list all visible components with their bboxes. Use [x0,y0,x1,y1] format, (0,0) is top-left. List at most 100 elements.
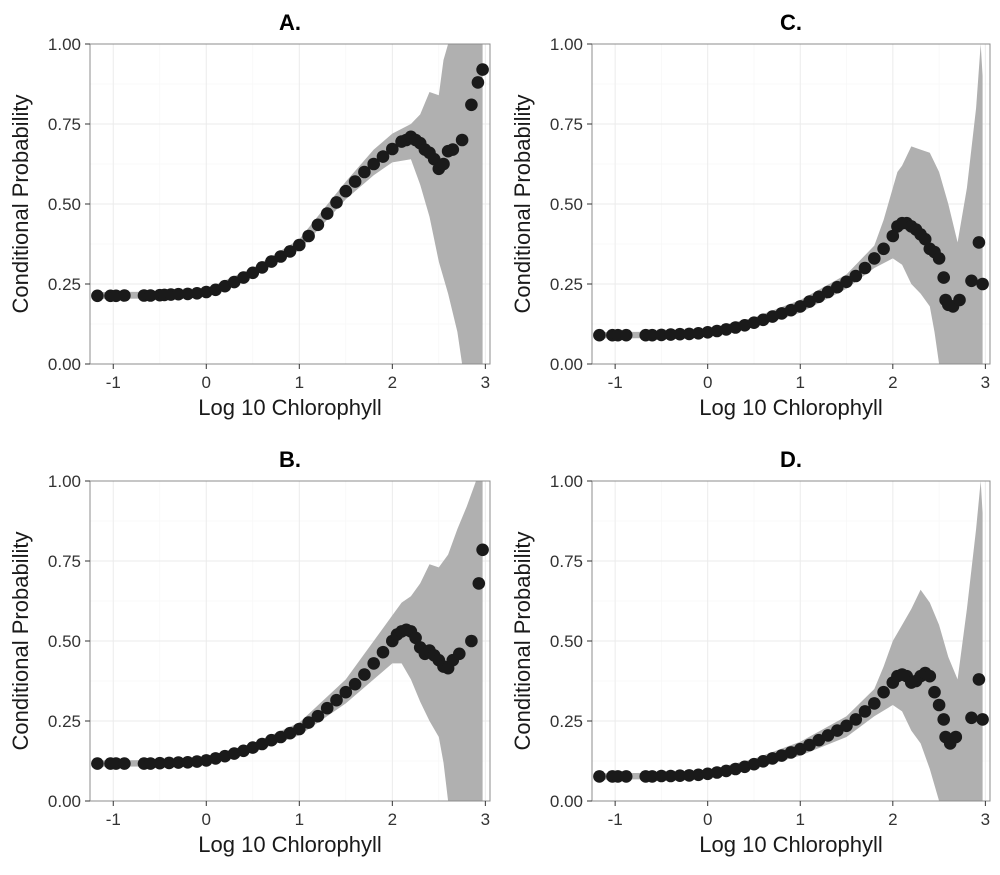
data-point [593,328,606,342]
data-point [153,756,167,770]
data-point [181,756,194,769]
data-point [376,150,390,163]
y-tick-label: 0.00 [550,792,583,811]
y-tick-label: 0.25 [550,712,583,731]
data-point [283,245,297,258]
data-point [803,295,816,308]
data-point [953,293,966,307]
data-point [409,631,422,645]
x-tick-label: 2 [388,810,397,829]
y-tick-label: 0.75 [550,552,583,571]
data-point [455,133,469,147]
data-point [476,63,489,76]
y-tick-label: 0.00 [48,355,81,374]
data-point [645,328,659,342]
data-point [645,770,659,783]
y-tick-label: 0.25 [48,275,81,294]
x-axis-label: Log 10 Chlorophyll [699,832,882,857]
data-point [311,218,325,232]
data-point [162,756,176,770]
data-point [144,757,157,770]
data-point [453,647,466,661]
x-tick-label: 2 [888,810,897,829]
data-point [886,229,900,243]
x-tick-label: 3 [981,373,990,392]
data-point [664,769,677,783]
data-point [367,157,381,171]
x-tick-label: 1 [796,373,805,392]
x-tick-label: -1 [106,810,121,829]
data-point [701,326,714,339]
x-tick-label: 0 [202,810,211,829]
y-tick-label: 1.00 [550,472,583,491]
data-point [339,685,353,699]
data-point [923,669,937,683]
x-axis-label: Log 10 Chlorophyll [198,395,381,420]
y-axis-label: Conditional Probability [8,95,33,314]
data-point [302,716,315,729]
data-point [293,722,306,736]
data-point [386,142,399,156]
x-tick-label: 3 [981,810,990,829]
data-point [437,157,450,171]
data-point [339,184,353,198]
data-point [868,697,881,710]
data-point [190,755,204,768]
x-tick-label: -1 [608,373,623,392]
y-axis-label: Conditional Probability [8,532,33,751]
data-point [949,730,963,744]
y-tick-label: 1.00 [550,35,583,54]
data-point [849,713,863,726]
chart-panel-1: -1 0 1 2 3 0.00 0.25 0.50 0.75 1.00 C. Log 10 Chlor… [510,10,991,420]
data-point [172,756,185,769]
panel-title: B. [279,447,301,472]
data-point [972,236,986,249]
data-point [320,207,334,220]
data-point [803,738,816,752]
data-point [937,713,950,726]
data-point [655,769,668,783]
data-point [868,252,881,265]
data-point [265,255,278,268]
data-point [302,229,315,243]
panel-title: D. [780,447,802,472]
y-tick-label: 0.75 [48,552,81,571]
data-point [655,328,668,342]
data-point [246,266,260,280]
confidence-band [599,481,983,801]
x-tick-label: 0 [202,373,211,392]
data-point [858,705,872,718]
x-tick-label: 3 [481,373,490,392]
data-point [682,769,696,782]
data-point [877,685,890,699]
data-point [937,271,950,284]
data-point [427,152,441,166]
data-point [821,285,835,299]
data-point [255,261,269,274]
data-point [673,327,687,341]
data-point [172,287,185,301]
data-point [965,274,978,288]
chart-panel-3: -1 0 1 2 3 0.00 0.25 0.50 0.75 1.00 D. Log 10 Chlor… [510,447,991,857]
x-tick-label: -1 [106,373,121,392]
data-point [673,769,687,782]
data-point [619,770,633,783]
data-point [476,543,489,557]
data-point [144,289,157,302]
data-point [358,668,371,681]
data-point [118,289,131,302]
data-point [840,275,853,289]
x-tick-label: 1 [295,810,304,829]
data-point [932,252,946,265]
data-point [348,175,362,188]
y-axis-label: Conditional Probability [510,532,535,751]
y-tick-label: 0.00 [48,792,81,811]
data-point [465,98,478,112]
y-tick-label: 0.50 [550,632,583,651]
data-point [619,328,633,342]
y-tick-label: 0.00 [550,355,583,374]
data-point [965,711,978,725]
data-point [376,645,390,659]
x-tick-label: 2 [388,373,397,392]
